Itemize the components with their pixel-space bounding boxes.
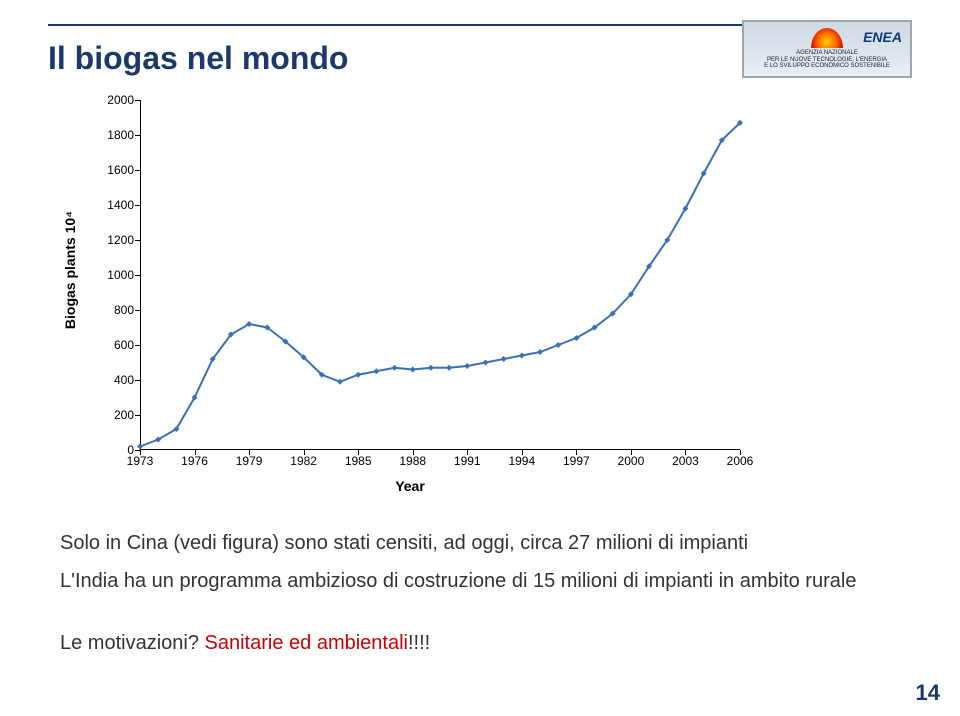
x-tick-label: 1985	[345, 454, 372, 468]
y-tick-label: 1200	[100, 233, 134, 247]
slide-title: Il biogas nel mondo	[48, 40, 348, 77]
page-number: 14	[916, 680, 940, 706]
x-tick-mark	[304, 450, 305, 455]
y-tick-mark	[135, 205, 140, 206]
x-tick-label: 1997	[563, 454, 590, 468]
y-axis-label: Biogas plants 10⁴	[62, 211, 78, 329]
y-tick-label: 1400	[100, 198, 134, 212]
chart-plot: 0200400600800100012001400160018002000197…	[140, 100, 740, 450]
logo-line3: E LO SVILUPPO ECONOMICO SOSTENIBILE	[764, 63, 890, 70]
x-tick-label: 1982	[290, 454, 317, 468]
line-series	[140, 100, 740, 450]
y-tick-label: 400	[100, 373, 134, 387]
x-tick-mark	[249, 450, 250, 455]
x-tick-mark	[685, 450, 686, 455]
x-tick-label: 1994	[508, 454, 535, 468]
x-tick-mark	[576, 450, 577, 455]
y-tick-label: 200	[100, 408, 134, 422]
x-tick-label: 2003	[672, 454, 699, 468]
chart-container: Biogas plants 10⁴ Year 02004006008001000…	[60, 90, 760, 500]
y-tick-mark	[135, 100, 140, 101]
y-tick-mark	[135, 240, 140, 241]
x-tick-mark	[413, 450, 414, 455]
x-tick-mark	[195, 450, 196, 455]
x-tick-label: 2006	[727, 454, 754, 468]
x-tick-label: 1976	[181, 454, 208, 468]
logo-line2: PER LE NUOVE TECNOLOGIE, L'ENERGIA	[767, 57, 887, 64]
caption-line-1: Solo in Cina (vedi figura) sono stati ce…	[60, 530, 748, 556]
caption-line-2: L'India ha un programma ambizioso di cos…	[60, 568, 856, 594]
y-tick-mark	[135, 345, 140, 346]
logo-line1: AGENZIA NAZIONALE	[796, 50, 858, 57]
caption-1a: Solo in Cina (vedi figura) sono stati ce…	[60, 532, 568, 554]
y-tick-mark	[135, 170, 140, 171]
x-tick-mark	[631, 450, 632, 455]
x-tick-label: 1979	[236, 454, 263, 468]
y-tick-label: 1600	[100, 163, 134, 177]
enea-logo: ENEA AGENZIA NAZIONALE PER LE NUOVE TECN…	[742, 20, 912, 78]
caption-3b: Sanitarie ed ambientali	[205, 632, 408, 654]
y-tick-label: 2000	[100, 93, 134, 107]
y-tick-mark	[135, 275, 140, 276]
y-tick-label: 600	[100, 338, 134, 352]
y-tick-mark	[135, 380, 140, 381]
logo-sun-icon	[811, 28, 843, 48]
caption-1b: 27 milioni di impianti	[568, 532, 748, 554]
logo-brand: ENEA	[863, 30, 902, 45]
x-tick-label: 1973	[127, 454, 154, 468]
y-tick-label: 1000	[100, 268, 134, 282]
caption-3a: Le motivazioni?	[60, 632, 205, 654]
y-tick-mark	[135, 415, 140, 416]
y-tick-mark	[135, 135, 140, 136]
x-tick-mark	[740, 450, 741, 455]
x-axis-label: Year	[395, 478, 425, 494]
x-tick-mark	[467, 450, 468, 455]
caption-line-3: Le motivazioni? Sanitarie ed ambientali!…	[60, 630, 430, 656]
y-tick-mark	[135, 310, 140, 311]
x-tick-mark	[358, 450, 359, 455]
x-tick-mark	[140, 450, 141, 455]
x-tick-label: 1991	[454, 454, 481, 468]
y-tick-label: 800	[100, 303, 134, 317]
x-tick-label: 1988	[399, 454, 426, 468]
x-tick-mark	[522, 450, 523, 455]
x-tick-label: 2000	[618, 454, 645, 468]
caption-3c: !!!!	[408, 632, 430, 654]
y-tick-label: 1800	[100, 128, 134, 142]
